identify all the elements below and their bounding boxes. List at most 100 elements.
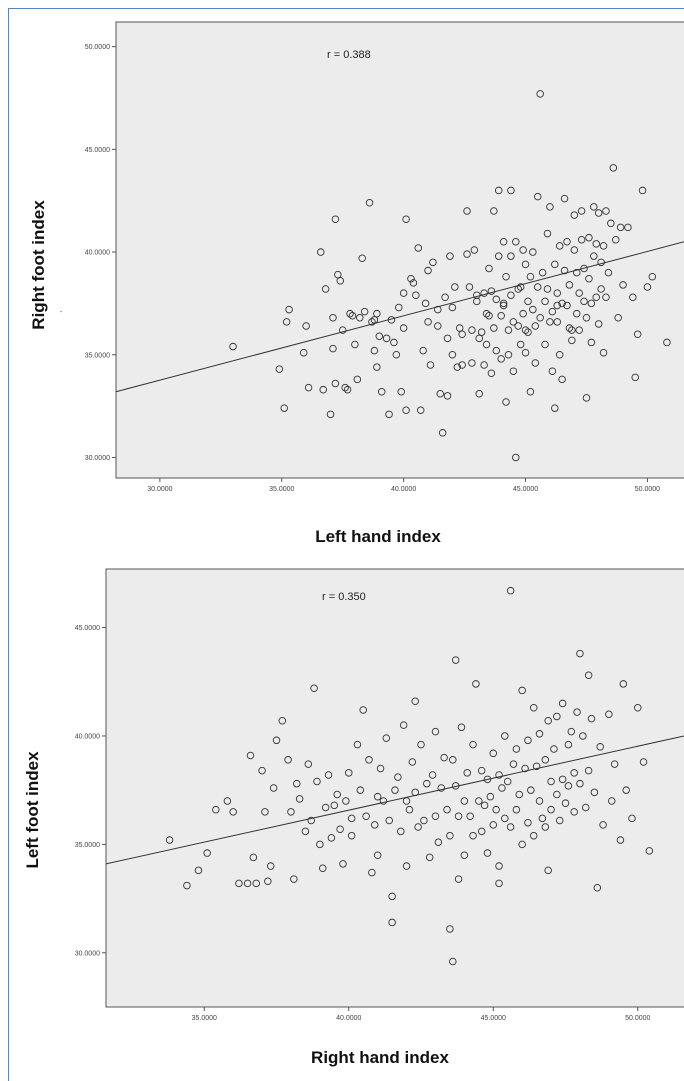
data-point	[477, 328, 486, 336]
y-tick-label-1: 30.0000	[85, 455, 110, 462]
data-point	[258, 766, 266, 775]
x-tick-label-1: 35.0000	[269, 486, 294, 493]
data-point	[507, 252, 515, 260]
data-point	[564, 782, 573, 790]
data-point	[373, 851, 382, 859]
data-point	[631, 373, 639, 382]
data-point	[548, 367, 557, 375]
data-point	[365, 756, 373, 764]
data-point	[512, 238, 520, 246]
data-point	[568, 336, 576, 345]
data-point	[546, 203, 554, 211]
data-point	[555, 816, 564, 825]
data-point	[317, 248, 325, 256]
x-tick-label-2: 45.0000	[481, 1015, 506, 1022]
data-point	[443, 392, 452, 400]
data-point	[282, 318, 291, 326]
data-point	[550, 745, 558, 753]
data-point	[480, 289, 488, 297]
data-point	[599, 348, 608, 357]
data-point	[531, 322, 540, 330]
data-point	[269, 784, 278, 792]
data-point	[512, 745, 521, 753]
data-point	[579, 732, 587, 740]
data-point	[604, 268, 613, 277]
data-point	[577, 235, 586, 244]
data-point	[582, 314, 591, 322]
data-point	[541, 340, 549, 349]
data-point	[373, 363, 381, 371]
frame-border-left	[8, 8, 9, 1081]
data-point	[468, 326, 476, 334]
data-point	[272, 736, 281, 745]
data-point	[584, 671, 593, 679]
data-point	[368, 318, 376, 326]
data-point	[437, 784, 445, 792]
data-point	[487, 369, 496, 377]
data-point	[183, 881, 191, 890]
data-point	[440, 753, 448, 762]
data-point	[518, 686, 526, 695]
data-point	[492, 805, 500, 814]
y-tick-label-1: 50.0000	[85, 44, 110, 51]
data-point	[519, 246, 527, 254]
data-point	[472, 680, 480, 688]
data-point	[469, 740, 477, 749]
data-point	[485, 311, 493, 320]
data-point	[421, 299, 430, 308]
data-point	[414, 244, 423, 252]
data-point	[313, 777, 321, 786]
scatter-chart-1: r = 0.388 - Right foot index Left hand i…	[29, 21, 684, 546]
data-point	[616, 836, 625, 844]
data-point	[477, 766, 486, 775]
data-point	[458, 330, 466, 338]
data-point	[299, 348, 308, 357]
data-point	[622, 786, 630, 794]
plot-area-2	[105, 568, 684, 1008]
data-point	[449, 756, 457, 764]
data-point	[360, 307, 369, 316]
data-point	[572, 309, 581, 318]
correlation-label-2: r = 0.350	[322, 591, 366, 603]
data-point	[287, 808, 295, 816]
x-axis-title-1: Left hand index	[315, 527, 441, 546]
x-tick-label-2: 35.0000	[192, 1015, 217, 1022]
data-point	[426, 361, 435, 369]
data-point	[633, 330, 642, 338]
data-point	[399, 324, 408, 332]
data-point	[266, 862, 275, 870]
data-point	[581, 803, 590, 812]
data-point	[431, 727, 440, 736]
data-point	[597, 285, 605, 293]
data-point	[524, 328, 532, 336]
data-point	[498, 784, 506, 792]
x-tick-label-2: 50.0000	[625, 1015, 650, 1022]
data-point	[460, 797, 469, 805]
data-point	[501, 732, 509, 740]
data-point	[469, 831, 477, 840]
data-point	[567, 727, 576, 736]
data-point	[301, 827, 310, 836]
y-axis-title-1: Right foot index	[29, 200, 48, 330]
data-point	[536, 314, 544, 322]
data-point	[463, 769, 472, 777]
data-point	[417, 740, 425, 749]
data-point	[576, 649, 584, 658]
data-point	[533, 192, 542, 201]
data-point	[565, 324, 574, 332]
data-point	[553, 712, 561, 721]
data-point	[497, 355, 505, 363]
x-ticks-2: 35.0000 40.0000 45.0000 50.0000	[192, 1007, 651, 1022]
data-point	[284, 756, 292, 764]
data-point	[368, 868, 376, 877]
data-point	[465, 283, 474, 291]
data-point	[495, 771, 503, 779]
x-tick-label-1: 40.0000	[391, 486, 416, 493]
data-point	[536, 90, 544, 98]
data-point	[475, 797, 483, 805]
data-point	[235, 879, 243, 888]
data-point	[519, 309, 527, 318]
data-point	[538, 268, 547, 277]
data-point	[507, 186, 515, 195]
data-point	[385, 816, 393, 825]
